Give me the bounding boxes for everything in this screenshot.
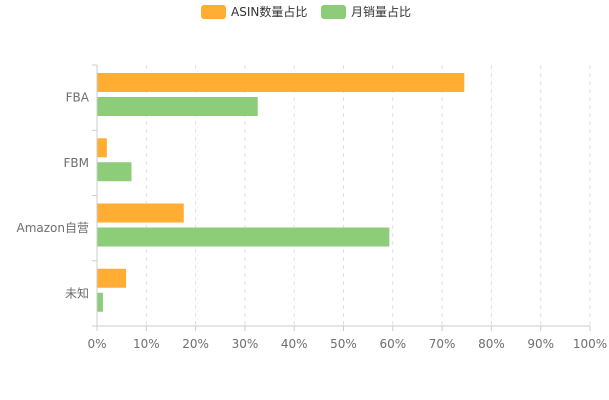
y-tick-label: FBA	[66, 91, 90, 105]
y-tick-label: FBM	[64, 156, 90, 170]
x-tick-label: 30%	[232, 337, 259, 351]
legend-label[interactable]: ASIN数量占比	[231, 4, 307, 19]
legend-label[interactable]: 月销量占比	[351, 4, 411, 19]
x-tick-label: 100%	[573, 337, 607, 351]
bar-asin-share[interactable]	[97, 138, 107, 158]
x-tick-label: 40%	[281, 337, 308, 351]
x-tick-label: 0%	[87, 337, 106, 351]
bars	[97, 73, 465, 312]
bar-asin-share[interactable]	[97, 268, 127, 288]
x-tick-label: 90%	[527, 337, 554, 351]
y-tick-label: 未知	[65, 286, 89, 300]
bar-sales-share[interactable]	[97, 227, 390, 247]
axes: 0% 10% 20% 30% 40% 50% 60% 70% 80% 90% 100% FBA FBM A…	[17, 64, 607, 351]
y-tick-label: Amazon自营	[17, 221, 90, 235]
x-tick-label: 20%	[182, 337, 209, 351]
legend: ASIN数量占比 月销量占比	[201, 4, 411, 19]
x-tick-label: 10%	[133, 337, 160, 351]
bar-sales-share[interactable]	[97, 162, 132, 182]
x-tick-label: 80%	[478, 337, 505, 351]
legend-swatch[interactable]	[321, 5, 346, 19]
x-tick-label: 70%	[429, 337, 456, 351]
x-tick-label: 50%	[330, 337, 357, 351]
bar-sales-share[interactable]	[97, 292, 103, 312]
legend-swatch[interactable]	[201, 5, 226, 19]
bar-asin-share[interactable]	[97, 203, 184, 223]
x-tick-label: 60%	[379, 337, 406, 351]
bar-sales-share[interactable]	[97, 97, 258, 116]
bar-asin-share[interactable]	[97, 73, 465, 92]
